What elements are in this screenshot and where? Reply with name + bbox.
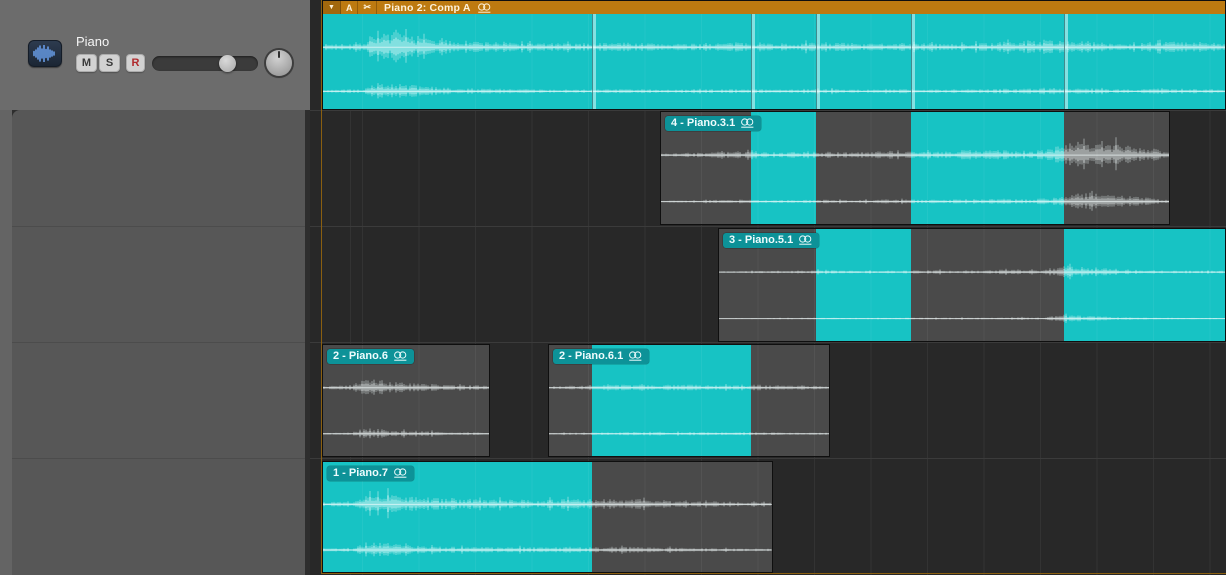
take-folder-header[interactable]: ▼ A ✂ Piano 2: Comp A — [323, 1, 1225, 14]
loop-take-icon — [394, 351, 407, 361]
disclosure-triangle-button[interactable]: ▼ — [323, 1, 341, 14]
sidebar-left-margin — [0, 110, 12, 575]
region-take-2[interactable]: 2 - Piano.6 — [322, 344, 490, 457]
lane-divider — [310, 458, 1226, 459]
lane-divider — [310, 110, 1226, 111]
track-header-column: Piano M S R — [0, 0, 310, 575]
lane-divider — [310, 226, 1226, 227]
track-header[interactable]: Piano M S R — [0, 0, 310, 110]
region-comp[interactable]: ▼ A ✂ Piano 2: Comp A — [322, 0, 1226, 110]
comp-section-gray[interactable] — [592, 462, 772, 572]
audio-track-icon[interactable] — [28, 40, 62, 67]
take-label: 1 - Piano.7 — [333, 467, 389, 479]
record-enable-button[interactable]: R — [126, 54, 145, 72]
take-label: 2 - Piano.6.1 — [559, 350, 624, 362]
loop-take-icon — [394, 468, 407, 478]
take-label-chip[interactable]: 2 - Piano.6.1 — [553, 349, 650, 364]
loop-take-icon — [799, 235, 812, 245]
take-label-chip[interactable]: 2 - Piano.6 — [327, 349, 415, 364]
loop-take-icon — [741, 118, 754, 128]
scissors-flatten-button[interactable]: ✂ — [358, 1, 377, 14]
comp-section-gray[interactable] — [911, 229, 1064, 341]
region-take-3[interactable]: 3 - Piano.5.1 — [718, 228, 1226, 342]
comp-section-divider[interactable] — [751, 14, 755, 109]
loop-take-icon — [629, 351, 642, 361]
comp-section-gray[interactable] — [1064, 112, 1169, 224]
comp-section-cyan[interactable] — [816, 229, 911, 341]
pan-knob[interactable] — [266, 50, 292, 76]
track-name[interactable]: Piano — [76, 34, 110, 49]
take-label: 3 - Piano.5.1 — [729, 234, 794, 246]
arrange-area[interactable]: ▼ A ✂ Piano 2: Comp A 4 - Piano.3.1 3 - Piano… — [310, 0, 1226, 575]
comp-title: Piano 2: Comp A — [383, 1, 471, 14]
comp-section-divider[interactable] — [592, 14, 596, 109]
comp-section-cyan[interactable] — [1064, 229, 1225, 341]
volume-slider[interactable] — [152, 55, 258, 72]
waveform-icon — [33, 45, 55, 62]
lane-divider — [12, 342, 305, 343]
comp-section-divider[interactable] — [1064, 14, 1068, 109]
comp-section-cyan[interactable] — [911, 112, 1064, 224]
take-label-chip[interactable]: 4 - Piano.3.1 — [665, 116, 762, 131]
take-label-chip[interactable]: 3 - Piano.5.1 — [723, 233, 820, 248]
take-lanes-header-panel — [12, 110, 305, 575]
region-take-4[interactable]: 4 - Piano.3.1 — [660, 111, 1170, 225]
solo-button[interactable]: S — [99, 54, 120, 72]
take-label: 4 - Piano.3.1 — [671, 117, 736, 129]
comp-section-gray[interactable] — [751, 345, 829, 456]
lane-divider — [12, 458, 305, 459]
take-label: 2 - Piano.6 — [333, 350, 389, 362]
region-take-2-1[interactable]: 2 - Piano.6.1 — [548, 344, 830, 457]
comp-section-gray[interactable] — [816, 112, 911, 224]
comp-section-divider[interactable] — [816, 14, 820, 109]
lane-divider — [12, 226, 305, 227]
comp-group-button[interactable]: A — [341, 1, 359, 14]
pan-knob-tick — [278, 51, 280, 58]
comp-section-divider[interactable] — [911, 14, 915, 109]
mute-button[interactable]: M — [76, 54, 97, 72]
volume-slider-knob[interactable] — [219, 55, 236, 72]
region-take-1[interactable]: 1 - Piano.7 — [322, 461, 773, 573]
take-label-chip[interactable]: 1 - Piano.7 — [327, 466, 415, 481]
lane-divider — [310, 342, 1226, 343]
loop-take-icon — [477, 2, 491, 13]
comp-section-cyan[interactable] — [323, 1, 1225, 109]
